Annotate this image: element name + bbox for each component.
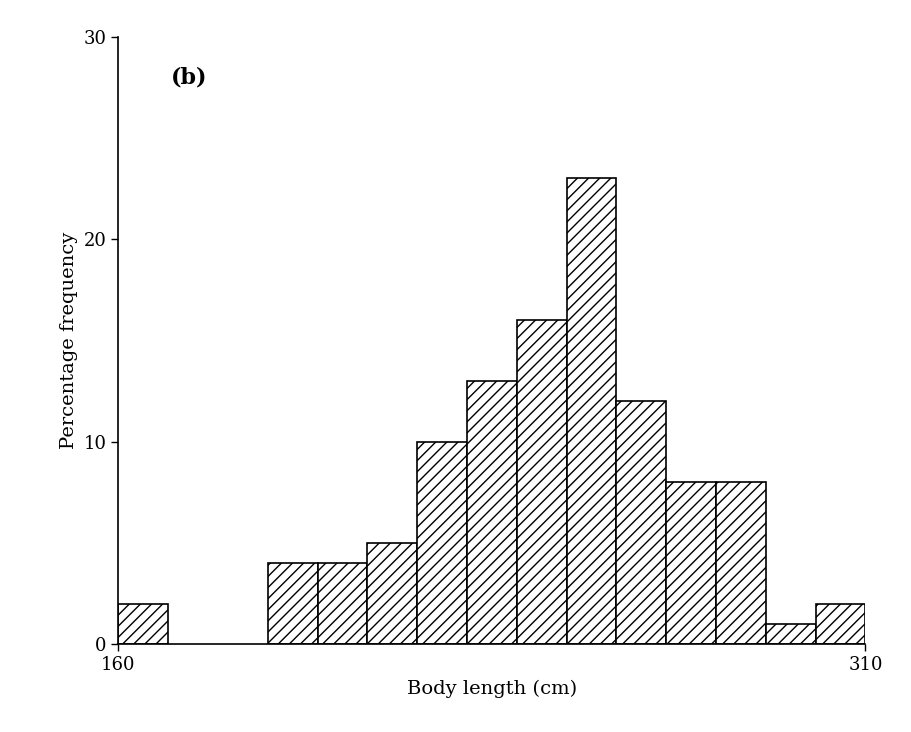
Bar xyxy=(417,441,467,644)
Bar xyxy=(766,624,815,644)
Bar xyxy=(815,604,865,644)
Bar xyxy=(567,179,617,644)
Bar xyxy=(617,401,666,644)
X-axis label: Body length (cm): Body length (cm) xyxy=(407,679,577,698)
Bar xyxy=(467,381,517,644)
Bar xyxy=(268,563,318,644)
Text: (b): (b) xyxy=(170,67,207,89)
Bar xyxy=(118,604,169,644)
Bar xyxy=(666,482,716,644)
Bar xyxy=(716,482,766,644)
Bar xyxy=(318,563,367,644)
Bar xyxy=(367,543,417,644)
Bar xyxy=(517,320,567,644)
Y-axis label: Percentage frequency: Percentage frequency xyxy=(60,232,78,449)
